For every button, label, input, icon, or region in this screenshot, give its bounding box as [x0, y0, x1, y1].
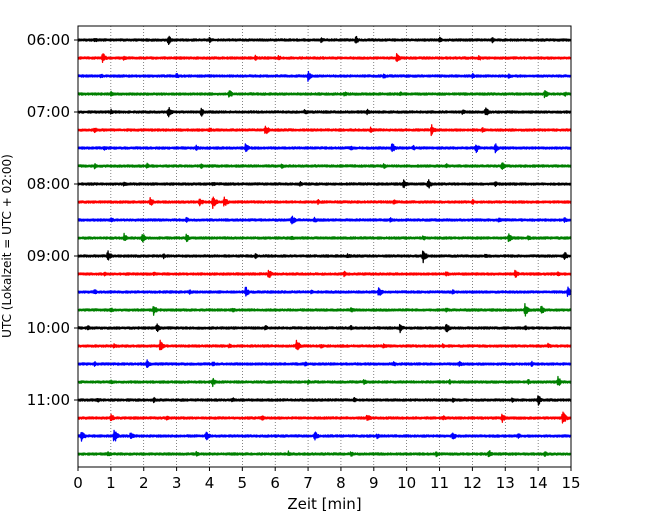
- trace-line: [77, 323, 572, 334]
- x-tick-label: 8: [336, 474, 346, 492]
- trace-line: [77, 70, 572, 82]
- y-tick-label: 11:00: [27, 391, 70, 409]
- x-tick-label: 5: [238, 474, 248, 492]
- x-tick-label: 9: [369, 474, 379, 492]
- y-tick-label: 09:00: [27, 247, 70, 265]
- x-tick-label: 7: [303, 474, 313, 492]
- trace-line: [77, 232, 572, 243]
- seismogram-traces: [77, 35, 572, 458]
- x-tick-label: 0: [73, 474, 83, 492]
- trace-line: [77, 162, 572, 170]
- trace-line: [77, 286, 572, 297]
- x-tick-label: 14: [529, 474, 548, 492]
- x-tick-label: 11: [430, 474, 449, 492]
- trace-line: [77, 269, 572, 279]
- y-tick-label: 10:00: [27, 319, 70, 337]
- y-axis-ticks: 06:00 07:00 08:00 09:00 10:00 11:00: [27, 31, 78, 409]
- x-tick-label: 12: [463, 474, 482, 492]
- trace-line: [77, 449, 572, 458]
- x-axis-label: Zeit [min]: [287, 495, 361, 513]
- x-tick-label: 1: [106, 474, 116, 492]
- x-tick-label: 15: [561, 474, 580, 492]
- y-tick-label: 07:00: [27, 103, 70, 121]
- trace-line: [77, 250, 572, 264]
- x-tick-label: 10: [397, 474, 416, 492]
- trace-line: [77, 124, 572, 137]
- trace-line: [77, 411, 572, 424]
- trace-line: [77, 215, 572, 225]
- x-tick-label: 4: [205, 474, 215, 492]
- x-tick-label: 6: [270, 474, 280, 492]
- trace-line: [77, 395, 572, 406]
- x-tick-label: 3: [172, 474, 182, 492]
- plot-frame: [77, 25, 572, 468]
- trace-line: [77, 106, 572, 118]
- trace-line: [77, 429, 572, 442]
- trace-line: [77, 53, 572, 63]
- x-axis-ticks: 0 1 2 3 4 5 6 7 8 9 10 11 12 13 14 15: [73, 467, 581, 492]
- trace-line: [77, 143, 572, 154]
- y-axis-label: UTC (Lokalzeit = UTC + 02:00): [0, 154, 14, 338]
- x-tick-label: 13: [496, 474, 515, 492]
- x-tick-label: 2: [139, 474, 149, 492]
- trace-line: [77, 339, 572, 351]
- trace-line: [77, 359, 572, 368]
- trace-line: [77, 89, 572, 99]
- trace-line: [77, 179, 572, 189]
- trace-line: [77, 375, 572, 388]
- trace-line: [77, 196, 572, 209]
- y-tick-label: 06:00: [27, 31, 70, 49]
- trace-line: [77, 303, 572, 317]
- y-tick-label: 08:00: [27, 175, 70, 193]
- trace-line: [77, 35, 572, 46]
